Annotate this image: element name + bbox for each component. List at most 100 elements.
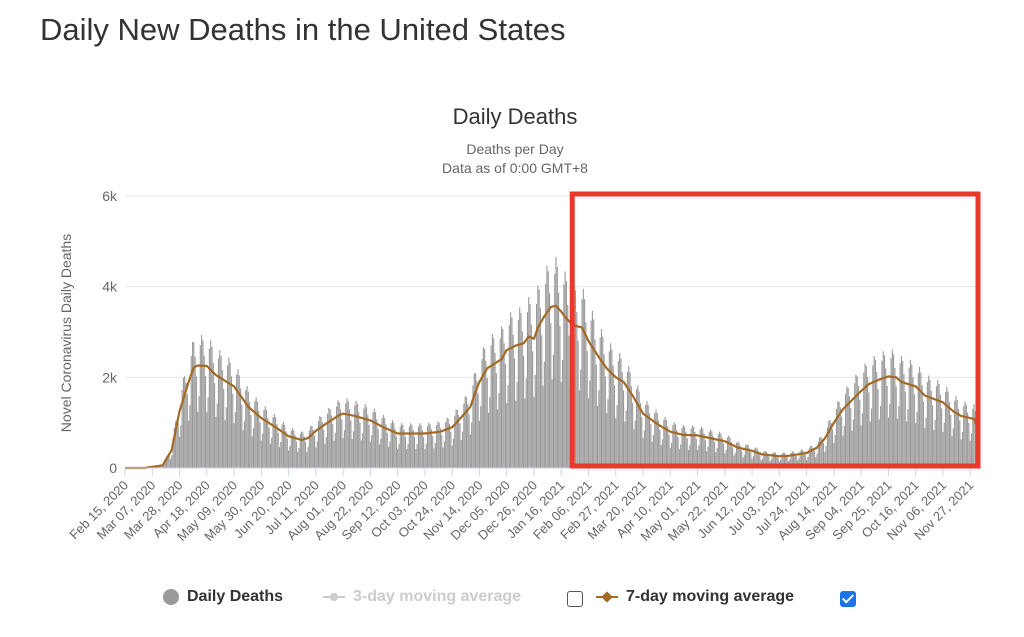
daily-deaths-bar	[462, 431, 464, 468]
daily-deaths-bar	[593, 319, 595, 468]
daily-deaths-bar	[390, 423, 392, 468]
daily-deaths-bar	[613, 385, 616, 468]
daily-deaths-bar	[686, 438, 688, 468]
daily-deaths-bar	[946, 386, 948, 468]
daily-deaths-bar	[295, 441, 297, 468]
daily-deaths-bar	[558, 292, 560, 468]
daily-deaths-bar	[202, 340, 204, 468]
daily-deaths-bar	[289, 446, 291, 468]
toggle-7day-average-checkbox[interactable]	[840, 591, 856, 607]
daily-deaths-bar	[903, 374, 905, 468]
daily-deaths-bar	[625, 410, 627, 468]
daily-deaths-bar	[647, 404, 649, 468]
daily-deaths-bar	[450, 431, 452, 468]
daily-deaths-bar	[773, 451, 775, 468]
daily-deaths-bar	[325, 436, 327, 468]
daily-deaths-bar	[316, 441, 318, 468]
daily-deaths-bar	[735, 442, 738, 468]
daily-deaths-bar	[850, 407, 852, 468]
daily-deaths-bar	[658, 420, 660, 468]
daily-deaths-bar	[491, 334, 493, 468]
daily-deaths-bar	[690, 428, 692, 468]
daily-deaths-bar	[236, 374, 238, 468]
daily-deaths-bar	[176, 419, 178, 468]
daily-deaths-bar	[350, 420, 352, 468]
daily-deaths-bar	[382, 414, 384, 468]
daily-deaths-bar	[729, 437, 731, 468]
daily-deaths-bar	[545, 283, 547, 468]
daily-deaths-bar	[460, 440, 462, 468]
daily-deaths-bar	[372, 412, 374, 468]
daily-deaths-bar	[303, 436, 305, 468]
daily-deaths-bar	[319, 416, 321, 468]
daily-deaths-bar	[175, 421, 177, 468]
daily-deaths-bar	[763, 451, 765, 468]
daily-deaths-bar	[860, 425, 862, 468]
daily-deaths-bar	[391, 420, 394, 468]
daily-deaths-bar	[956, 400, 958, 468]
daily-deaths-bar	[167, 455, 169, 468]
daily-deaths-bar	[785, 454, 787, 468]
daily-deaths-bar	[330, 415, 332, 468]
legend-item-daily-deaths[interactable]: Daily Deaths	[163, 585, 283, 609]
toggle-3day-average-checkbox[interactable]	[567, 591, 583, 607]
daily-deaths-bar	[449, 424, 451, 468]
daily-deaths-bar	[429, 424, 431, 468]
daily-deaths-bar	[752, 456, 754, 468]
daily-deaths-bar	[397, 449, 399, 468]
daily-deaths-bar	[476, 380, 478, 468]
daily-deaths-bar	[513, 358, 516, 468]
daily-deaths-bar	[758, 451, 760, 468]
daily-deaths-bar	[626, 371, 629, 468]
legend-line-icon	[323, 593, 345, 601]
daily-deaths-bar	[188, 420, 190, 468]
daily-deaths-bar	[198, 396, 200, 468]
daily-deaths-bar	[291, 428, 294, 468]
daily-deaths-bar	[465, 397, 468, 468]
daily-deaths-bar	[712, 435, 714, 468]
daily-deaths-bar	[367, 414, 369, 468]
daily-deaths-bar	[891, 349, 893, 468]
daily-deaths-bar	[739, 446, 741, 468]
daily-deaths-bar	[263, 410, 265, 468]
daily-deaths-bar	[791, 451, 793, 468]
daily-deaths-bar	[699, 429, 701, 468]
legend-item-3day-average[interactable]: 3-day moving average	[323, 585, 521, 609]
daily-deaths-bar	[578, 390, 580, 468]
daily-deaths-bar	[388, 446, 390, 468]
daily-deaths-bar	[378, 444, 381, 468]
daily-deaths-bar	[671, 442, 673, 468]
daily-deaths-bar	[228, 357, 230, 468]
daily-deaths-bar	[417, 426, 419, 468]
daily-deaths-bar	[567, 304, 569, 468]
daily-deaths-bar	[876, 372, 878, 468]
daily-deaths-bar	[546, 265, 548, 468]
daily-deaths-bar	[214, 383, 216, 468]
daily-deaths-bar	[487, 412, 490, 468]
daily-deaths-bar	[691, 425, 693, 468]
daily-deaths-bar	[339, 409, 342, 468]
daily-deaths-bar	[323, 429, 325, 468]
daily-deaths-bar	[204, 376, 207, 468]
daily-deaths-bar	[368, 424, 370, 468]
daily-deaths-bar	[495, 373, 497, 468]
daily-deaths-bar	[725, 449, 727, 468]
daily-deaths-bar	[711, 431, 713, 468]
daily-deaths-bar	[915, 423, 917, 468]
daily-deaths-bar	[864, 363, 866, 468]
daily-deaths-bar	[280, 441, 282, 468]
daily-deaths-bar	[345, 403, 347, 468]
legend-item-7day-average[interactable]: 7-day moving average	[596, 585, 794, 609]
daily-deaths-bar	[299, 433, 301, 468]
daily-deaths-bar	[301, 431, 303, 468]
daily-deaths-bar	[259, 422, 261, 468]
daily-deaths-bar	[268, 427, 270, 468]
y-tick-label: 6k	[102, 188, 118, 204]
legend-label-3day-average: 3-day moving average	[353, 588, 522, 605]
daily-deaths-bar	[838, 401, 840, 468]
daily-deaths-bar	[185, 382, 187, 468]
daily-deaths-bar	[817, 441, 819, 468]
daily-deaths-bar	[826, 427, 828, 468]
daily-deaths-bar	[182, 377, 184, 468]
